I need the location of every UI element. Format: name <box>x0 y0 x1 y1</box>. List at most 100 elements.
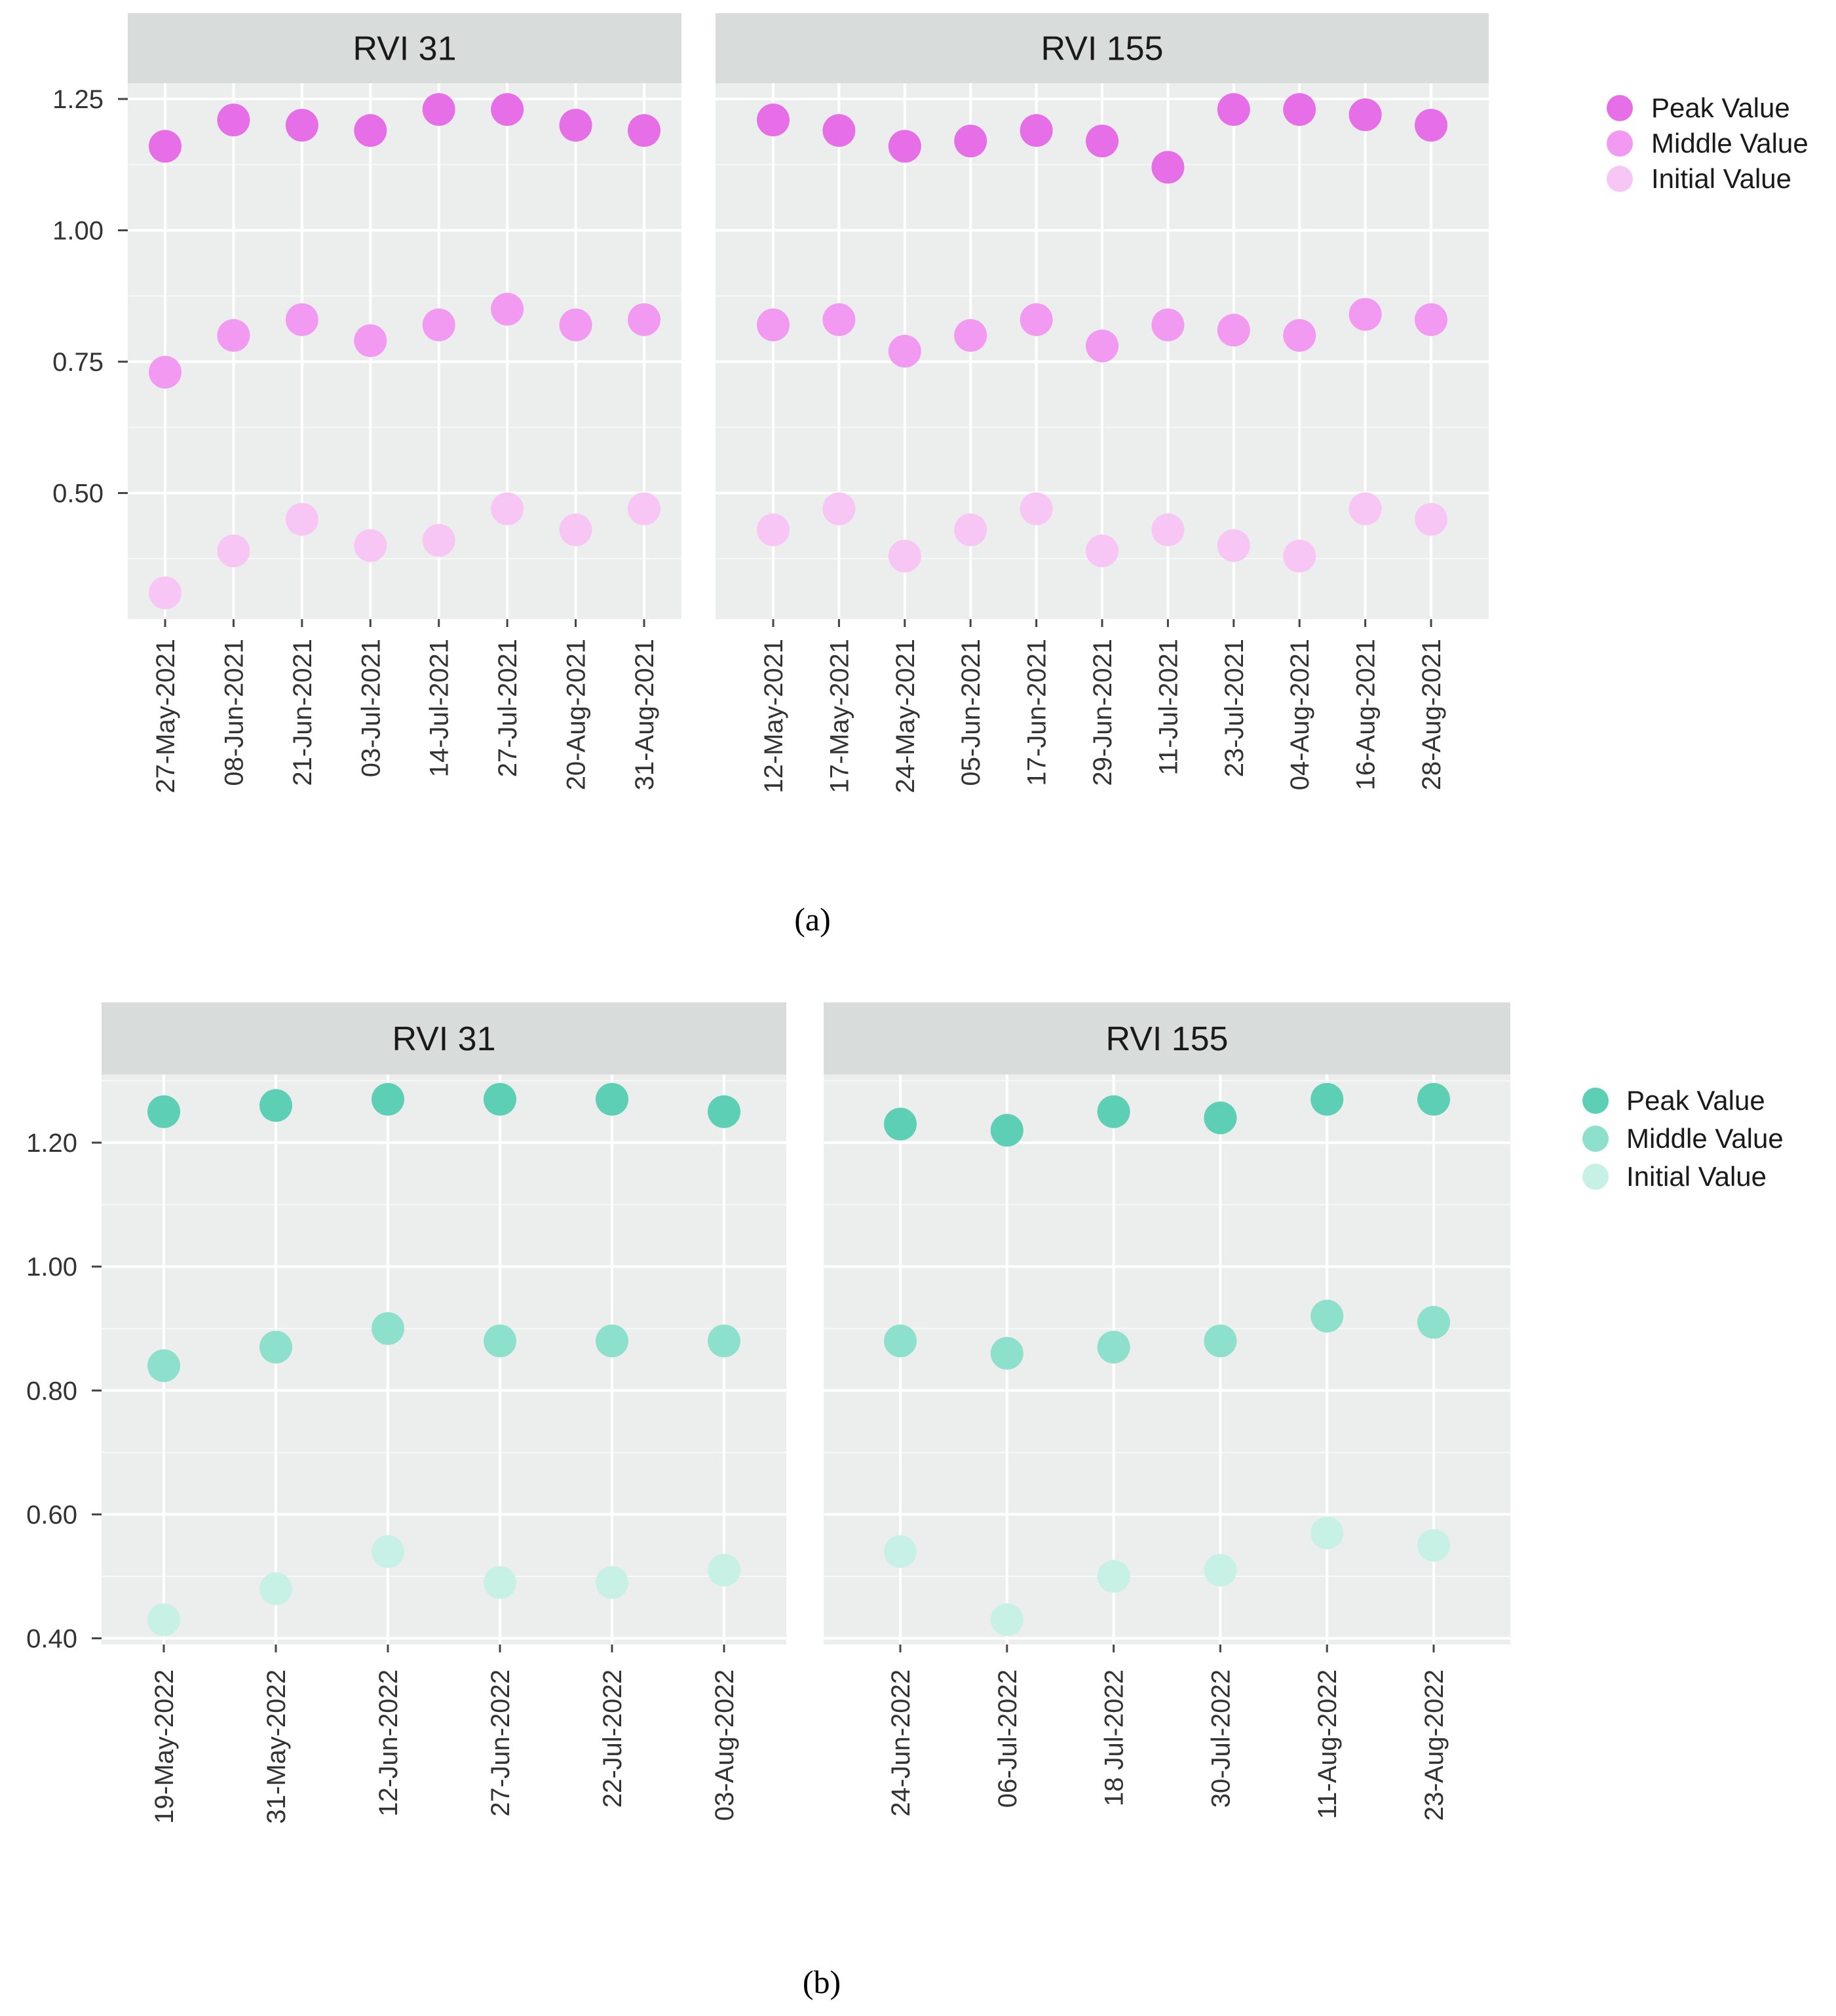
point-middle-value <box>757 308 790 341</box>
point-initial-value <box>1348 492 1382 525</box>
point-peak-value <box>491 93 524 126</box>
x-tick-label: 31-May-2022 <box>262 1669 291 1824</box>
x-tick-label: 24-Jun-2022 <box>887 1669 915 1817</box>
point-middle-value <box>1020 303 1053 336</box>
panel-strip <box>716 13 1489 83</box>
point-middle-value <box>1283 318 1316 352</box>
point-peak-value <box>372 1082 404 1116</box>
x-tick-label: 17-May-2021 <box>825 639 854 793</box>
point-peak-value <box>1204 1101 1237 1135</box>
legend-label: Peak Value <box>1651 92 1790 123</box>
point-initial-value <box>1020 492 1053 525</box>
point-initial-value <box>149 576 182 609</box>
point-middle-value <box>954 318 987 352</box>
x-tick-label: 21-Jun-2021 <box>288 639 317 786</box>
x-tick-label: 06-Jul-2022 <box>993 1669 1022 1808</box>
point-peak-value <box>1097 1095 1130 1128</box>
x-tick-label: 17-Jun-2021 <box>1023 639 1052 786</box>
point-middle-value <box>149 356 182 389</box>
point-middle-value <box>491 292 524 326</box>
point-initial-value <box>1283 539 1316 573</box>
x-tick-label: 19-May-2022 <box>150 1669 179 1824</box>
panel-title: RVI 155 <box>1106 1020 1229 1058</box>
point-middle-value <box>1417 1306 1450 1339</box>
panel-title: RVI 31 <box>353 30 456 68</box>
legend-label: Middle Value <box>1651 128 1808 159</box>
y-tick-label: 1.00 <box>26 1253 77 1282</box>
legend-label: Initial Value <box>1626 1161 1767 1192</box>
point-initial-value <box>990 1603 1023 1637</box>
point-peak-value <box>628 114 660 147</box>
x-tick-label: 16-Aug-2021 <box>1352 639 1381 790</box>
point-middle-value <box>888 335 921 368</box>
y-tick-label: 0.80 <box>26 1377 77 1405</box>
point-peak-value <box>1310 1082 1344 1116</box>
panel-strip <box>824 1002 1510 1075</box>
point-middle-value <box>1204 1324 1237 1358</box>
point-middle-value <box>596 1324 628 1358</box>
point-peak-value <box>422 93 455 126</box>
x-tick-label: 03-Aug-2022 <box>710 1669 739 1821</box>
point-middle-value <box>217 318 250 352</box>
panel-title: RVI 155 <box>1041 30 1164 68</box>
point-initial-value <box>1151 513 1185 546</box>
legend-key <box>1607 166 1633 192</box>
point-peak-value <box>757 104 790 137</box>
x-tick-label: 29-Jun-2021 <box>1088 639 1117 786</box>
point-middle-value <box>422 308 455 341</box>
point-middle-value <box>259 1331 292 1364</box>
point-initial-value <box>757 513 790 546</box>
y-tick-label: 1.20 <box>26 1129 77 1158</box>
y-tick-label: 0.60 <box>26 1500 77 1529</box>
point-initial-value <box>259 1572 292 1605</box>
y-tick-label: 0.75 <box>52 348 104 377</box>
panel-strip <box>128 13 681 83</box>
plot-background <box>128 83 681 619</box>
point-peak-value <box>1415 109 1447 142</box>
point-middle-value <box>708 1324 740 1358</box>
x-tick-label: 30-Jul-2022 <box>1206 1669 1235 1808</box>
point-initial-value <box>708 1553 740 1587</box>
point-peak-value <box>484 1082 516 1116</box>
point-middle-value <box>990 1337 1023 1370</box>
point-peak-value <box>708 1095 740 1128</box>
point-initial-value <box>372 1535 404 1569</box>
figure-caption: (a) <box>794 901 831 938</box>
point-peak-value <box>354 114 387 147</box>
point-peak-value <box>822 114 856 147</box>
legend-key <box>1582 1164 1609 1190</box>
point-middle-value <box>354 324 387 357</box>
plot-background <box>824 1075 1510 1645</box>
point-middle-value <box>884 1324 917 1358</box>
point-middle-value <box>1217 313 1250 347</box>
point-initial-value <box>217 534 250 567</box>
point-initial-value <box>1217 529 1250 562</box>
point-middle-value <box>372 1312 404 1345</box>
chart-b: RVI 31 19-May-2022 31-May-2022 12-Jun-2022 2… <box>26 1002 1784 2000</box>
point-initial-value <box>954 513 987 546</box>
point-initial-value <box>596 1566 628 1599</box>
point-initial-value <box>1086 534 1119 567</box>
panel-strip <box>102 1002 786 1075</box>
point-peak-value <box>559 109 592 142</box>
x-tick-label: 03-Jul-2021 <box>356 639 385 777</box>
point-middle-value <box>1310 1299 1344 1333</box>
legend: Peak Value Middle Value Initial Value <box>1607 92 1808 194</box>
y-tick-label: 0.50 <box>52 480 104 508</box>
point-middle-value <box>822 303 856 336</box>
x-tick-label: 12-May-2021 <box>759 639 788 793</box>
point-peak-value <box>149 130 182 163</box>
point-peak-value <box>1217 93 1250 126</box>
x-tick-label: 24-May-2021 <box>891 639 920 793</box>
x-tick-label: 14-Jul-2021 <box>425 639 454 777</box>
figure-caption: (b) <box>803 1964 841 2000</box>
x-tick-label: 23-Jul-2021 <box>1220 639 1249 777</box>
x-tick-label: 31-Aug-2021 <box>630 639 659 790</box>
point-middle-value <box>1348 297 1382 331</box>
panel-b-1: RVI 31 19-May-2022 31-May-2022 12-Jun-2022 2… <box>102 1002 786 1824</box>
y-tick-label: 0.40 <box>26 1625 77 1654</box>
point-peak-value <box>954 124 987 158</box>
x-tick-label: 20-Aug-2021 <box>562 639 591 790</box>
point-peak-value <box>1283 93 1316 126</box>
point-peak-value <box>1020 114 1053 147</box>
